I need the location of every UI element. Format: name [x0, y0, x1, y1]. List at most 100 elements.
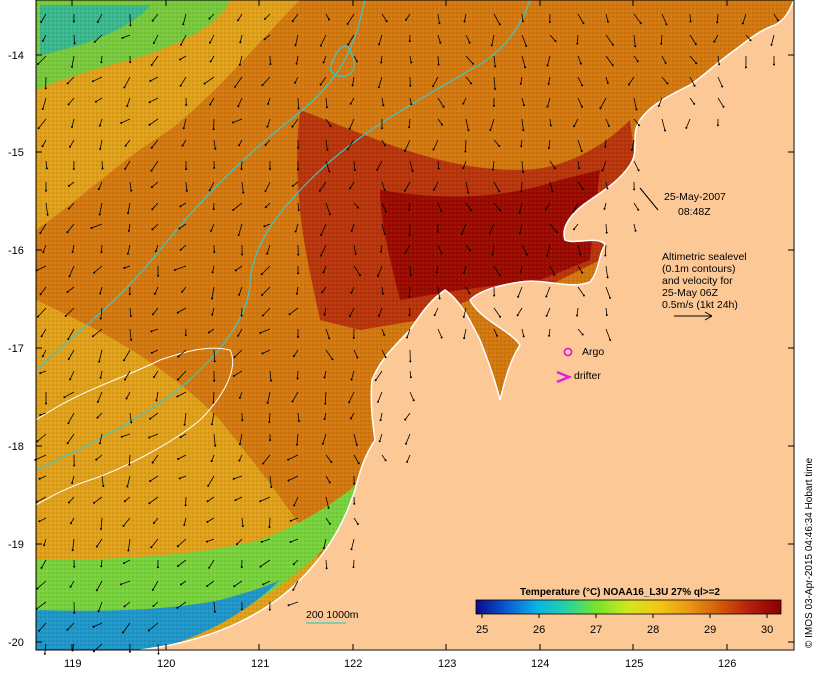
velocity-arrow-head [261, 352, 264, 355]
velocity-arrow-head [151, 588, 154, 591]
colorbar-tick-label: 25 [476, 624, 488, 636]
velocity-arrow-head [581, 271, 584, 274]
velocity-arrow [379, 433, 383, 442]
velocity-arrow [520, 76, 523, 84]
velocity-arrow [64, 391, 75, 398]
velocity-arrow-head [318, 189, 321, 192]
velocity-arrow [577, 181, 584, 190]
velocity-arrow [178, 349, 187, 357]
velocity-arrow [128, 538, 131, 551]
velocity-arrow [633, 223, 636, 231]
velocity-arrow-head [130, 189, 133, 192]
velocity-arrow [576, 34, 579, 44]
velocity-arrow [605, 55, 614, 66]
velocity-arrow-head [291, 400, 294, 403]
velocity-arrow [288, 454, 299, 460]
drifter-label: drifter [574, 370, 601, 382]
velocity-arrow-head [237, 19, 240, 22]
velocity-arrow-head [73, 611, 76, 614]
velocity-arrow-head [150, 330, 153, 333]
velocity-arrow-head [408, 233, 411, 236]
velocity-arrow-head [328, 18, 330, 21]
velocity-arrow [353, 454, 360, 464]
velocity-arrow [206, 538, 215, 542]
velocity-arrow-head [207, 484, 210, 487]
velocity-arrow-head [66, 628, 69, 631]
velocity-arrow-head [71, 549, 74, 552]
velocity-arrow-head [357, 462, 360, 465]
velocity-arrow [124, 601, 131, 607]
lat-tick-label: -16 [8, 245, 24, 257]
velocity-arrow-head [518, 232, 521, 235]
velocity-arrow-head [73, 464, 76, 467]
velocity-arrow-head [185, 189, 188, 192]
velocity-arrow [577, 160, 580, 169]
velocity-arrow-head [498, 274, 501, 277]
velocity-arrow [605, 13, 609, 22]
velocity-arrow [351, 286, 355, 294]
velocity-arrow [573, 118, 579, 127]
velocity-arrow-head [328, 337, 331, 340]
velocity-arrow-head [467, 129, 470, 132]
velocity-arrow [92, 76, 103, 82]
velocity-arrow-head [120, 122, 123, 124]
velocity-arrow-head [634, 45, 637, 48]
velocity-arrow [125, 139, 131, 147]
velocity-arrow-head [576, 314, 578, 317]
velocity-arrow [437, 202, 442, 212]
velocity-arrow-head [127, 229, 130, 232]
velocity-arrow [325, 139, 328, 150]
velocity-arrow [325, 517, 331, 525]
velocity-arrow [264, 34, 271, 40]
velocity-arrow [492, 244, 495, 255]
velocity-arrow-head [209, 103, 212, 106]
velocity-arrow [262, 307, 271, 316]
velocity-arrow [181, 286, 187, 292]
velocity-arrow [325, 328, 330, 339]
velocity-arrow-head [322, 271, 325, 274]
velocity-arrow-head [96, 400, 99, 403]
velocity-arrow-head [152, 313, 154, 316]
velocity-arrow-head [123, 267, 126, 269]
velocity-arrow-head [287, 458, 290, 461]
velocity-arrow [121, 433, 131, 438]
velocity-arrow-head [210, 229, 213, 232]
velocity-arrow [549, 181, 553, 192]
sst-field [36, 0, 794, 650]
velocity-arrow [209, 13, 215, 19]
velocity-arrow-head [383, 232, 386, 235]
velocity-arrow [209, 97, 215, 105]
velocity-arrow [381, 286, 384, 294]
velocity-arrow [545, 202, 551, 210]
velocity-arrow [493, 13, 501, 25]
velocity-arrow [211, 412, 215, 425]
velocity-arrow-head [773, 63, 775, 66]
velocity-arrow-head [43, 544, 46, 547]
velocity-arrow-head [605, 231, 608, 234]
velocity-arrow-head [494, 87, 497, 90]
velocity-arrow-head [66, 231, 69, 234]
velocity-arrow-head [99, 317, 102, 320]
velocity-arrow [437, 97, 444, 108]
velocity-arrow [297, 202, 300, 211]
velocity-arrow [377, 265, 383, 277]
velocity-arrow-head [409, 376, 412, 379]
colorbar-tick-label: 30 [761, 624, 773, 636]
velocity-arrow [465, 202, 472, 211]
velocity-arrow-head [71, 482, 74, 484]
velocity-arrow [267, 118, 271, 127]
velocity-arrow [235, 265, 243, 271]
velocity-arrow [324, 307, 327, 315]
velocity-arrow-head [330, 461, 333, 463]
velocity-arrow [265, 202, 271, 208]
velocity-arrow-head [178, 227, 181, 230]
velocity-arrow-head [150, 169, 153, 172]
velocity-arrow-head [234, 85, 237, 88]
velocity-arrow [465, 244, 471, 251]
velocity-arrow-head [472, 62, 474, 65]
velocity-arrow-head [606, 187, 609, 190]
velocity-arrow [127, 244, 131, 254]
velocity-arrow-head [64, 315, 67, 317]
velocity-arrow-head [241, 253, 244, 256]
argo-marker-icon [563, 347, 573, 357]
